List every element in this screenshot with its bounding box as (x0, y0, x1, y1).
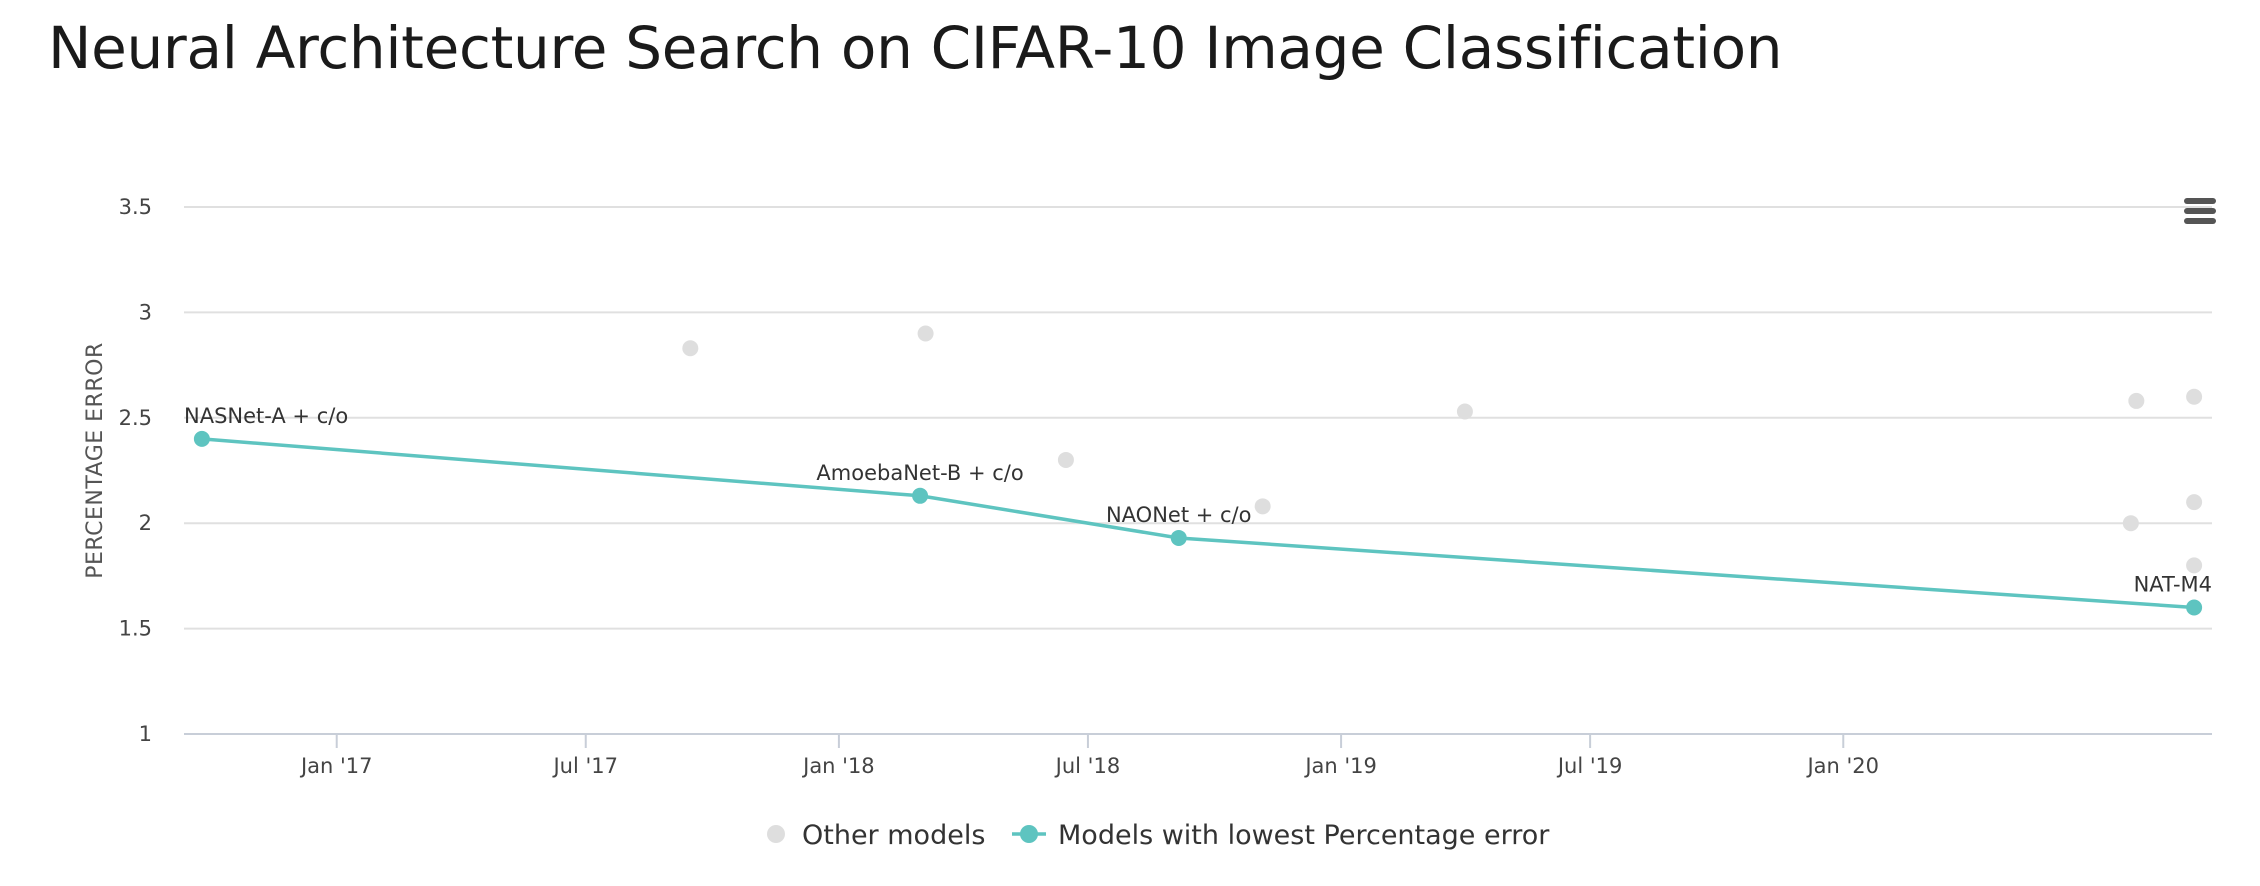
x-tick-label: Jan '17 (299, 754, 373, 778)
scatter-point[interactable] (682, 340, 699, 357)
data-label: AmoebaNet-B + c/o (816, 461, 1023, 485)
data-label: NASNet-A + c/o (184, 404, 348, 428)
x-tick-label: Jul '17 (551, 754, 618, 778)
line-point[interactable] (193, 430, 210, 447)
scatter-point[interactable] (917, 325, 934, 342)
scatter-point[interactable] (2128, 392, 2145, 409)
legend-marker (1020, 825, 1038, 843)
series-other-models (682, 325, 2203, 574)
scatter-point[interactable] (2122, 515, 2139, 532)
legend-item-other-models[interactable]: Other models (767, 820, 985, 851)
scatter-point[interactable] (1057, 451, 1074, 468)
point-label-layer: NASNet-A + c/o AmoebaNet-B + c/o NAONet + … (184, 404, 2212, 597)
scatter-point[interactable] (2186, 494, 2203, 511)
legend-label: Models with lowest Percentage error (1058, 820, 1550, 851)
legend-item-lowest-error[interactable]: Models with lowest Percentage error (1012, 820, 1550, 851)
scatter-point[interactable] (1254, 498, 1271, 515)
y-axis-title: PERCENTAGE ERROR (83, 342, 108, 579)
chart-menu-button[interactable] (2180, 188, 2220, 234)
y-tick-label: 3 (139, 300, 152, 324)
y-tick-label: 3.5 (119, 195, 152, 219)
legend[interactable]: Other models Models with lowest Percentag… (767, 820, 1550, 851)
x-tick-label: Jan '19 (1303, 754, 1377, 778)
scatter-point[interactable] (2186, 557, 2203, 574)
hamburger-menu-icon[interactable] (2184, 198, 2216, 204)
line-point[interactable] (912, 487, 929, 504)
y-tick-label: 2.5 (119, 406, 152, 430)
legend-marker (767, 825, 785, 843)
x-tick-label: Jul '18 (1054, 754, 1121, 778)
x-tick-label: Jul '19 (1556, 754, 1623, 778)
x-tick-label: Jan '20 (1805, 754, 1879, 778)
x-tick-label: Jan '18 (801, 754, 875, 778)
series-line (201, 437, 2195, 610)
data-label: NAONet + c/o (1106, 503, 1252, 527)
scatter-point[interactable] (1456, 403, 1473, 420)
y-tick-label: 1.5 (119, 617, 152, 641)
scatter-point[interactable] (2186, 388, 2203, 405)
series-layer (193, 325, 2203, 616)
page-title: Neural Architecture Search on CIFAR-10 I… (48, 14, 1783, 82)
data-label: NAT-M4 (2134, 573, 2212, 597)
y-tick-label: 1 (139, 722, 152, 746)
y-tick-label: 2 (139, 511, 152, 535)
y-axis-title-layer: PERCENTAGE ERROR (83, 342, 108, 579)
axis-layer: 1 1.5 2 2.5 3 3.5 Jan '17 Jul '17 Jan '18 Jul '18… (119, 195, 2212, 778)
grid-layer (184, 206, 2212, 630)
line-point[interactable] (1170, 529, 1187, 546)
series-lowest-error (193, 430, 2203, 616)
legend-label: Other models (802, 820, 985, 851)
line-point[interactable] (2186, 599, 2203, 616)
